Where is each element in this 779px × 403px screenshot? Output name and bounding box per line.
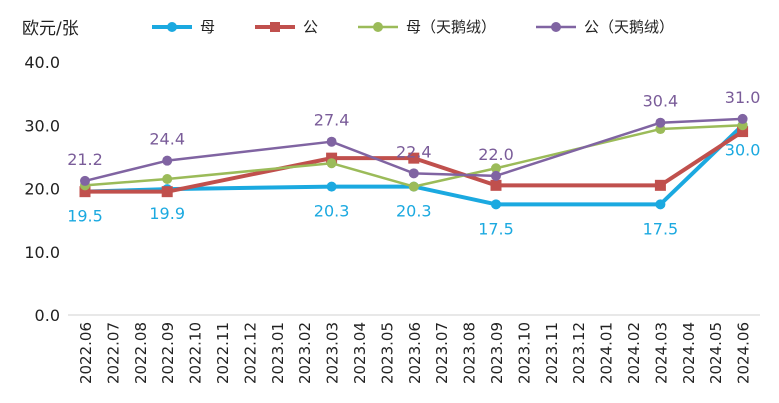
- series-marker: [162, 155, 173, 166]
- series-marker: [490, 179, 502, 191]
- legend-item-mu: 母: [150, 16, 215, 37]
- x-tick-label: 2023.05: [378, 322, 396, 384]
- x-tick-label: 2023.09: [488, 322, 506, 384]
- legend-item-mu-velvet: 母（天鹅绒）: [356, 16, 496, 37]
- series-marker: [655, 117, 666, 128]
- data-label: 21.2: [67, 150, 103, 169]
- x-tick-label: 2024.06: [735, 322, 753, 384]
- data-label: 17.5: [478, 219, 514, 238]
- series-marker: [80, 175, 90, 186]
- legend-label-mu-velvet: 母（天鹅绒）: [406, 18, 497, 36]
- series-marker: [326, 136, 337, 147]
- data-label: 19.5: [67, 207, 103, 226]
- series-marker: [408, 152, 420, 164]
- legend: 母 公 母（天鹅绒） 公（天鹅绒）: [150, 16, 712, 37]
- x-tick-label: 2022.07: [104, 322, 122, 384]
- x-tick-label: 2023.07: [433, 322, 451, 384]
- series-marker: [326, 181, 337, 192]
- series-marker: [79, 186, 91, 198]
- x-tick-label: 2023.03: [324, 322, 342, 384]
- legend-marker-gong: [255, 21, 296, 32]
- series-marker: [491, 170, 501, 181]
- y-axis-unit: 欧元/张: [22, 19, 79, 39]
- series-marker: [737, 113, 748, 124]
- x-tick-label: 2023.04: [351, 322, 369, 384]
- series-marker: [408, 181, 419, 192]
- series-marker: [162, 174, 173, 185]
- data-label: 17.5: [643, 219, 679, 238]
- series-marker: [326, 158, 337, 169]
- x-tick-label: 2022.08: [132, 322, 150, 384]
- x-tick-label: 2022.11: [214, 322, 232, 384]
- x-tick-label: 2024.03: [652, 322, 670, 384]
- data-label: 30.0: [725, 140, 761, 159]
- data-label: 20.3: [396, 202, 432, 221]
- series-marker: [161, 186, 173, 198]
- legend-item-gong: 公: [253, 16, 318, 37]
- x-tick-label: 2022.06: [77, 322, 95, 384]
- data-label: 22.0: [478, 145, 514, 164]
- series-marker: [408, 168, 419, 179]
- data-label: 22.4: [396, 142, 432, 161]
- data-label: 19.9: [149, 204, 185, 223]
- legend-item-gong-velvet: 公（天鹅绒）: [534, 16, 674, 37]
- series-marker: [654, 179, 666, 191]
- legend-marker-gong-velvet: [536, 21, 577, 32]
- data-label: 31.0: [725, 88, 761, 107]
- data-label: 30.4: [643, 92, 679, 111]
- data-label: 27.4: [314, 111, 350, 130]
- series-marker: [491, 163, 501, 174]
- series-marker: [655, 199, 666, 210]
- series-marker: [737, 126, 749, 138]
- x-tick-label: 2023.06: [406, 322, 424, 384]
- x-tick-label: 2022.10: [187, 322, 205, 384]
- x-tick-label: 2024.04: [680, 322, 698, 384]
- x-tick-label: 2023.08: [461, 322, 479, 384]
- legend-marker-mu: [152, 21, 192, 32]
- x-tick-label: 2023.01: [269, 322, 287, 384]
- x-tick-label: 2022.09: [159, 322, 177, 384]
- legend-label-gong-velvet: 公（天鹅绒）: [584, 18, 675, 36]
- x-tick-label: 2023.12: [570, 322, 588, 384]
- y-tick-label: 0.0: [35, 306, 60, 325]
- y-tick-label: 40.0: [24, 53, 60, 72]
- series-marker: [491, 199, 501, 210]
- legend-marker-mu-velvet: [358, 21, 399, 32]
- x-tick-label: 2023.10: [515, 322, 533, 384]
- x-tick-label: 2024.02: [625, 322, 643, 384]
- x-tick-label: 2023.11: [543, 322, 561, 384]
- x-tick-label: 2022.12: [241, 322, 259, 384]
- x-tick-label: 2024.01: [598, 322, 616, 384]
- x-tick-label: 2024.05: [707, 322, 725, 384]
- y-tick-label: 10.0: [24, 243, 60, 262]
- data-label: 24.4: [149, 130, 185, 149]
- legend-label-gong: 公: [303, 18, 319, 36]
- legend-label-mu: 母: [200, 18, 216, 36]
- data-label: 20.3: [314, 202, 350, 221]
- x-tick-label: 2023.02: [296, 322, 314, 384]
- y-tick-label: 30.0: [24, 116, 60, 135]
- y-tick-label: 20.0: [24, 180, 60, 199]
- series-marker: [326, 152, 338, 164]
